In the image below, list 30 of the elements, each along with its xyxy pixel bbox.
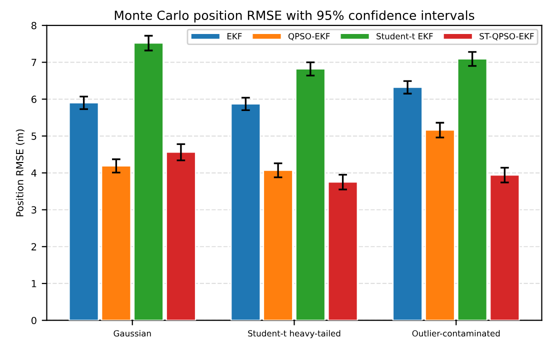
chart-title: Monte Carlo position RMSE with 95% confidence intervals (114, 10, 474, 22)
legend-label: Student-t EKF (376, 32, 433, 40)
bar (166, 152, 196, 320)
y-tick-label: 7 (32, 58, 36, 66)
legend-label: ST-QPSO-EKF (480, 33, 534, 40)
y-tick-label: 8 (32, 22, 36, 30)
bar (457, 58, 488, 320)
bar (392, 86, 423, 320)
x-tick-label: Outlier-contaminated (412, 330, 500, 337)
y-tick-label: 1 (32, 280, 36, 288)
y-tick-label: 5 (32, 132, 36, 140)
y-tick-label: 6 (32, 96, 36, 103)
bar (68, 102, 99, 320)
y-tick-label: 4 (31, 169, 36, 177)
bar (490, 174, 520, 320)
bar (133, 42, 164, 320)
y-axis-title: Position RMSE (m) (16, 129, 25, 216)
bar (230, 103, 261, 320)
bar (424, 130, 456, 320)
y-tick-label: 3 (32, 206, 36, 214)
legend-label: EKF (227, 33, 242, 40)
bar (262, 170, 294, 320)
legend-label: QPSO-EKF (288, 33, 330, 40)
y-tick-label: 0 (31, 316, 36, 324)
bar (328, 182, 358, 320)
x-tick-label: Gaussian (114, 330, 151, 337)
y-tick-label: 2 (32, 243, 36, 250)
x-tick-label: Student-t heavy-tailed (248, 330, 340, 338)
bar (295, 68, 326, 320)
bar (101, 165, 132, 320)
